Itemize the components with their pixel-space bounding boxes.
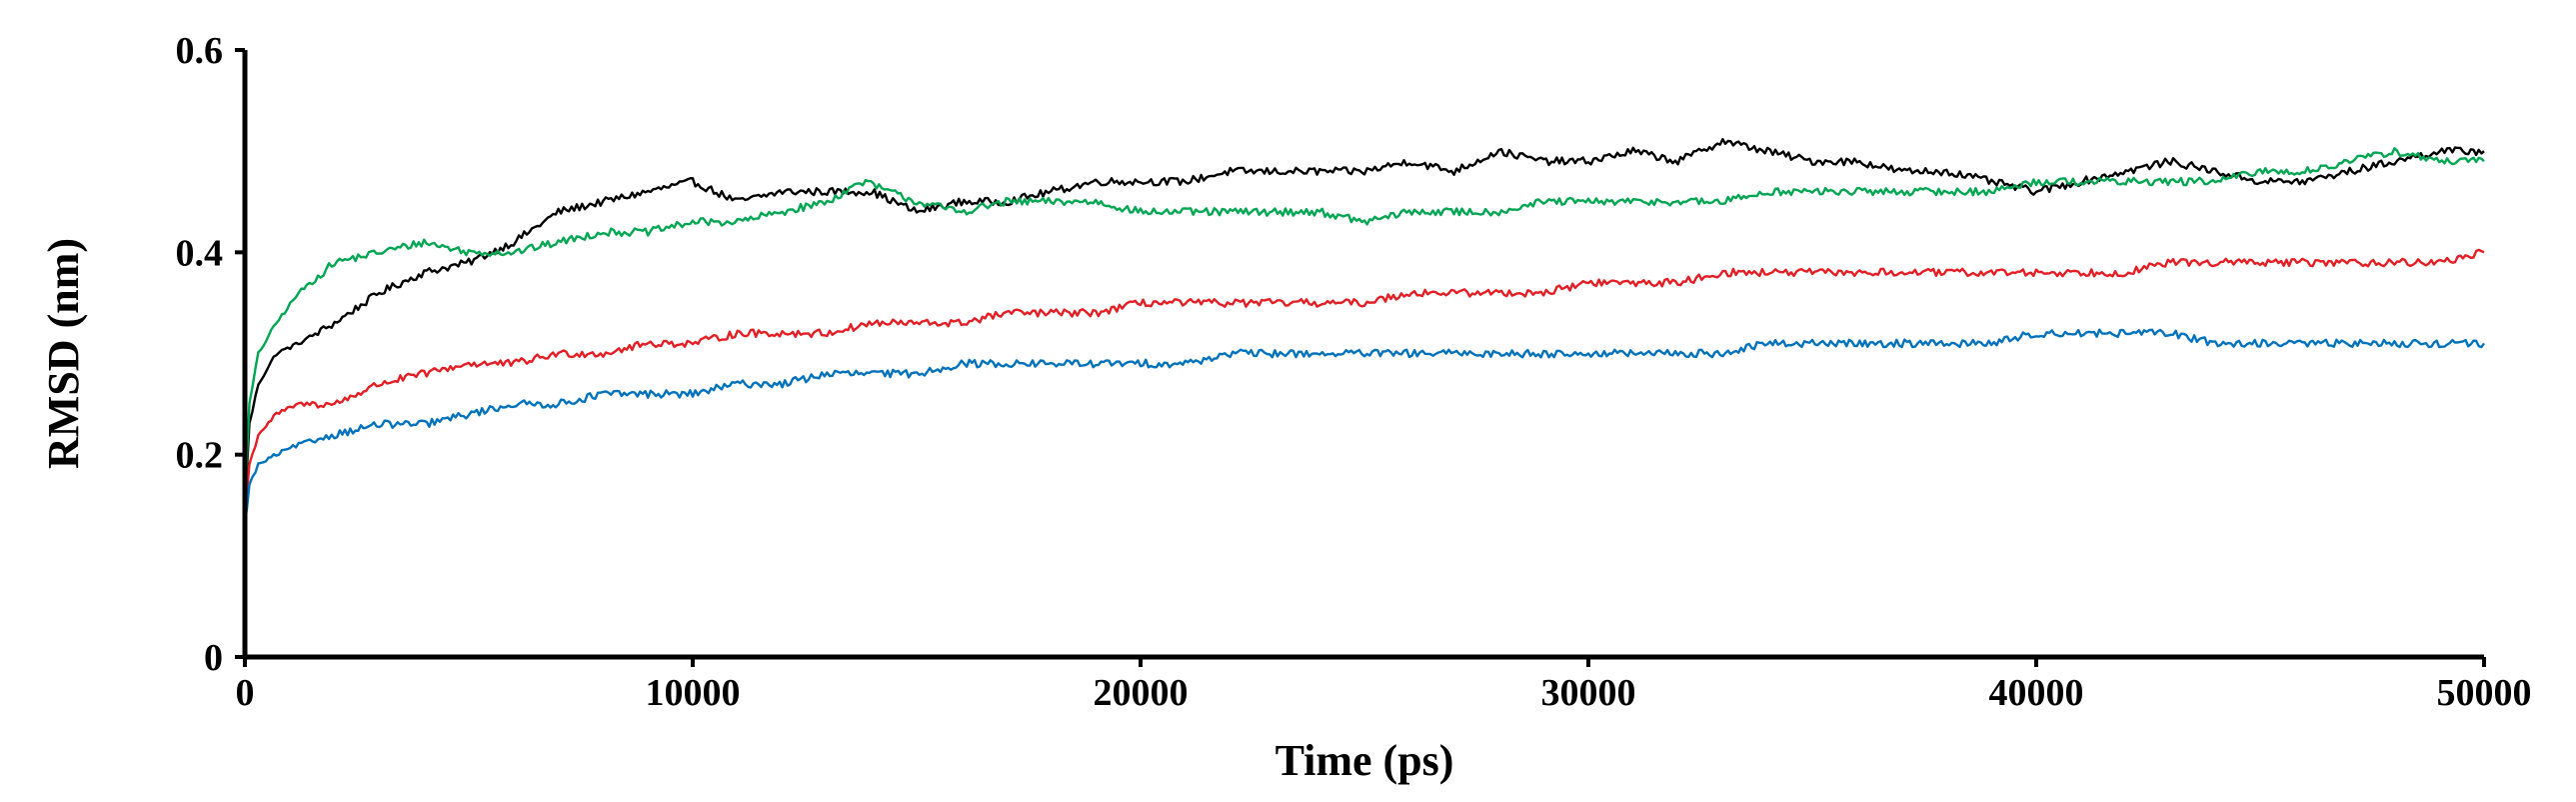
x-tick-label: 50000 [2437,672,2532,714]
series-line-4 [243,328,2485,657]
series-layer [243,137,2485,657]
x-tick-label: 30000 [1541,672,1636,714]
tick-layer: 0 10000 20000 30000 40000 50000 0 0.2 0.4 0.6 [176,30,2532,714]
x-tick-label: 10000 [646,672,741,714]
series-line-1 [243,137,2485,657]
y-tick-label: 0 [204,637,223,679]
series-line-3 [243,248,2485,657]
x-tick-label: 0 [236,672,255,714]
x-axis-title: Time (ps) [1276,736,1454,785]
y-axis-title: RMSD (nm) [39,238,88,469]
series-line-2 [243,147,2485,657]
y-tick-label: 0.6 [176,30,224,72]
x-tick-label: 20000 [1094,672,1189,714]
y-tick-label: 0.4 [176,232,224,274]
y-tick-label: 0.2 [176,435,224,477]
x-tick-label: 40000 [1989,672,2084,714]
